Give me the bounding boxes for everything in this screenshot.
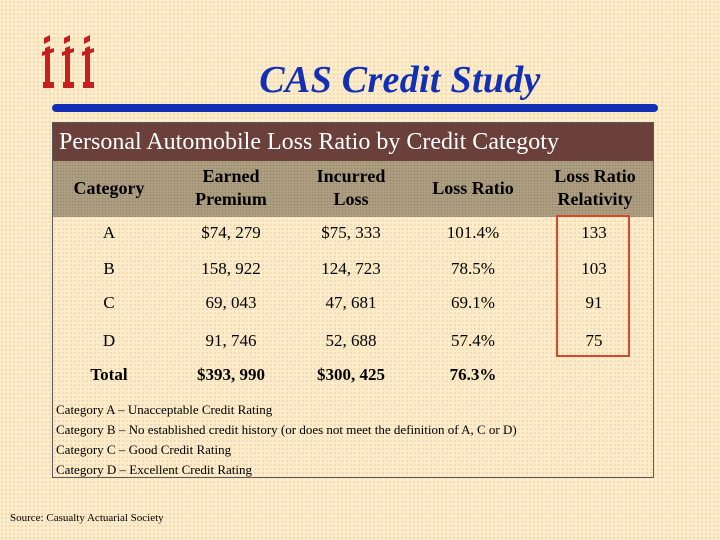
cell-incurred-loss: 124, 723 [321, 259, 381, 278]
table-total-row: Total $393, 990 $300, 425 76.3% [53, 365, 653, 387]
cell-incurred-loss: $75, 333 [321, 223, 381, 242]
header-category: Category [73, 178, 145, 198]
title-underline [52, 104, 658, 112]
cell-loss-ratio: 57.4% [451, 331, 495, 350]
table-row: C 69, 043 47, 681 69.1% 91 [53, 293, 653, 315]
table-row: A $74, 279 $75, 333 101.4% 133 [53, 223, 653, 245]
cell-loss-ratio: 78.5% [451, 259, 495, 278]
header-loss-ratio-relativity: Loss Ratio Relativity [554, 166, 636, 209]
table-header-band [53, 161, 653, 217]
table-row: B 158, 922 124, 723 78.5% 103 [53, 259, 653, 281]
cell-relativity: 133 [581, 223, 607, 242]
cell-category: C [103, 293, 115, 312]
cell-loss-ratio: 76.3% [449, 365, 497, 384]
cell-category: Total [90, 365, 128, 384]
cell-earned-premium: 91, 746 [205, 331, 257, 350]
cell-relativity: 91 [585, 293, 603, 312]
loss-ratio-panel: Personal Automobile Loss Ratio by Credit… [52, 122, 654, 478]
table-row: D 91, 746 52, 688 57.4% 75 [53, 331, 653, 353]
cell-earned-premium: 69, 043 [205, 293, 257, 312]
page-title: CAS Credit Study [259, 59, 541, 101]
cell-earned-premium: $74, 279 [201, 223, 261, 242]
definition-item: Category C – Good Credit Rating [56, 442, 232, 457]
iii-logo-icon [42, 35, 94, 88]
cell-incurred-loss: $300, 425 [317, 365, 385, 384]
category-definitions: Category A – Unacceptable Credit Rating … [56, 400, 517, 480]
definition-item: Category B – No established credit histo… [56, 422, 517, 437]
source-note: Source: Casualty Actuarial Society [10, 512, 164, 524]
definition-item: Category A – Unacceptable Credit Rating [56, 402, 273, 417]
header-loss-ratio: Loss Ratio [432, 178, 514, 198]
cell-category: B [103, 259, 115, 278]
definition-item: Category D – Excellent Credit Rating [56, 462, 253, 477]
cell-relativity: 103 [581, 259, 607, 278]
header-earned-premium: Earned Premium [195, 166, 267, 209]
cell-category: D [102, 331, 116, 350]
header-incurred-loss: Incurred Loss [316, 166, 386, 209]
cell-loss-ratio: 69.1% [451, 293, 495, 312]
relativity-highlight-box [556, 215, 630, 357]
cell-incurred-loss: 47, 681 [325, 293, 377, 312]
cell-incurred-loss: 52, 688 [325, 331, 377, 350]
cell-relativity: 75 [585, 331, 603, 350]
cell-earned-premium: $393, 990 [197, 365, 265, 384]
cell-category: A [102, 223, 116, 242]
panel-title: Personal Automobile Loss Ratio by Credit… [53, 123, 653, 161]
cell-earned-premium: 158, 922 [201, 259, 261, 278]
cell-loss-ratio: 101.4% [446, 223, 500, 242]
